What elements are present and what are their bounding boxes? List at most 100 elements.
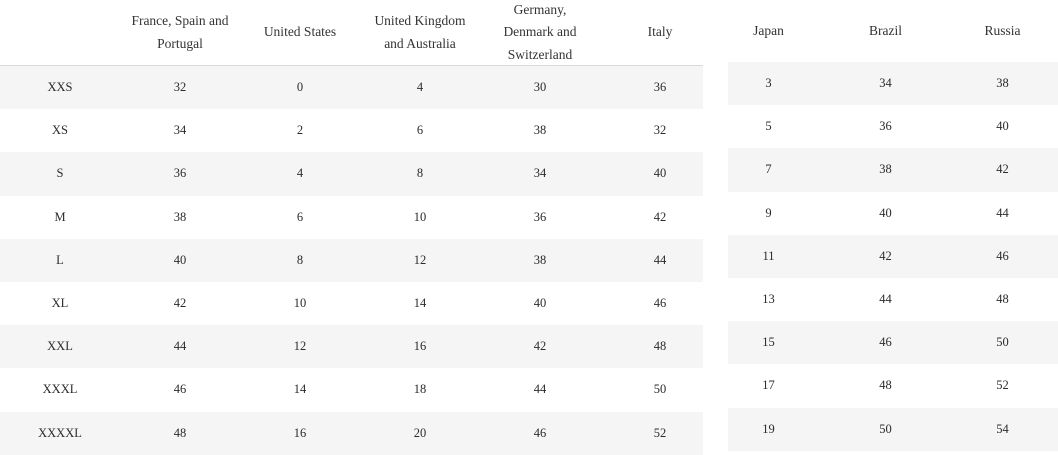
table-cell: 48: [173, 425, 187, 440]
table-cell: 52: [653, 425, 667, 440]
table-cell: 10: [413, 209, 427, 224]
table-cell: 34: [173, 123, 187, 138]
table-cell: 38: [533, 252, 547, 267]
table-row: 5 36 40: [710, 105, 1058, 148]
table-cell: 6: [416, 123, 424, 138]
table-cell: 52: [996, 378, 1009, 393]
table-cell: 44: [653, 252, 667, 267]
size-label-cell: XXXL: [42, 382, 78, 397]
table-cell: 36: [533, 209, 547, 224]
table-cell: 5: [765, 119, 772, 134]
table-row: L 40 8 12 38 44: [0, 238, 703, 282]
size-label-cell: M: [54, 209, 66, 224]
table-row: S 36 4 8 34 40: [0, 152, 703, 196]
table-cell: 38: [533, 123, 547, 138]
size-label-cell: XXXXL: [38, 425, 82, 440]
table-cell: 50: [653, 382, 667, 397]
table-cell: 34: [879, 76, 892, 91]
row-stripe-background: [728, 234, 1058, 278]
table-cell: 34: [533, 166, 547, 181]
table-cell: 50: [879, 421, 892, 436]
table-row: M 38 6 10 36 42: [0, 196, 703, 239]
table-cell: 42: [996, 162, 1009, 177]
table-cell: 8: [416, 166, 424, 181]
table-row: 9 40 44: [710, 192, 1058, 235]
table-cell: 15: [762, 335, 775, 350]
table-cell: 14: [413, 296, 427, 311]
table-cell: 13: [762, 292, 775, 307]
table-cell: 40: [996, 119, 1009, 134]
table-cell: 14: [293, 382, 307, 397]
column-header: Germany, Denmark and Switzerland: [503, 2, 577, 62]
size-label-cell: XXS: [47, 80, 73, 95]
table-cell: 10: [293, 296, 307, 311]
table-cell: 48: [653, 339, 667, 354]
size-label-cell: L: [56, 252, 64, 267]
size-table-right-section: Japan Brazil Russia 3 34 38 5 36 40 7 38 42 9 40 44 11…: [710, 0, 1058, 451]
table-cell: 0: [296, 80, 304, 95]
table-cell: 20: [413, 425, 427, 440]
table-cell: 19: [762, 421, 775, 436]
table-cell: 36: [879, 119, 892, 134]
table-cell: 42: [173, 296, 187, 311]
table-cell: 38: [173, 209, 187, 224]
table-cell: 4: [296, 166, 304, 181]
row-stripe-background: [728, 148, 1058, 192]
table-cell: 17: [762, 378, 775, 393]
table-row: XXXXL 48 16 20 46 52: [0, 411, 703, 455]
table-cell: 3: [765, 76, 772, 91]
table-row: 11 42 46: [710, 234, 1058, 278]
table-row: 13 44 48: [710, 278, 1058, 321]
table-cell: 42: [653, 209, 667, 224]
table-cell: 6: [296, 209, 304, 224]
table-row: XXS 32 0 4 30 36: [0, 66, 703, 110]
table-cell: 40: [879, 205, 892, 220]
table-row: XXL 44 12 16 42 48: [0, 325, 703, 369]
table-cell: 46: [173, 382, 187, 397]
table-cell: 48: [879, 378, 892, 393]
table-header-row: Japan Brazil Russia: [710, 0, 1058, 62]
table-row: XS 34 2 6 38 32: [0, 109, 703, 152]
column-header: Japan: [753, 22, 784, 38]
table-cell: 44: [996, 205, 1009, 220]
column-header: France, Spain and Portugal: [131, 13, 229, 51]
table-cell: 4: [416, 80, 424, 95]
table-row: XL 42 10 14 40 46: [0, 282, 703, 325]
row-stripe-background: [728, 62, 1058, 106]
table-cell: 36: [173, 166, 187, 181]
table-cell: 16: [413, 339, 427, 354]
table-cell: 48: [996, 292, 1009, 307]
table-cell: 30: [533, 80, 547, 95]
table-cell: 44: [879, 292, 892, 307]
table-row: 7 38 42: [710, 148, 1058, 192]
column-header: United States: [263, 24, 337, 40]
table-cell: 7: [765, 162, 772, 177]
table-cell: 8: [296, 252, 304, 267]
column-header: Russia: [984, 22, 1021, 38]
table-cell: 44: [173, 339, 187, 354]
row-stripe-background: [728, 407, 1058, 451]
table-cell: 11: [762, 248, 775, 263]
table-cell: 12: [293, 339, 307, 354]
table-cell: 46: [996, 248, 1009, 263]
table-row: 3 34 38: [710, 62, 1058, 106]
table-cell: 44: [533, 382, 547, 397]
table-cell: 50: [996, 335, 1009, 350]
table-cell: 12: [413, 252, 427, 267]
table-row: 15 46 50: [710, 321, 1058, 365]
table-cell: 9: [765, 205, 772, 220]
table-cell: 40: [533, 296, 547, 311]
table-row: 19 50 54: [710, 407, 1058, 451]
table-header-row: France, Spain and Portugal United States U…: [0, 0, 703, 66]
table-cell: 40: [173, 252, 187, 267]
column-header: United Kingdom and Australia: [374, 13, 466, 51]
row-stripe-background: [728, 321, 1058, 365]
column-header: Brazil: [869, 22, 902, 38]
table-cell: 54: [996, 421, 1009, 436]
table-row: XXXL 46 14 18 44 50: [0, 368, 703, 411]
table-cell: 42: [533, 339, 547, 354]
size-label-cell: XS: [52, 123, 68, 138]
table-cell: 18: [413, 382, 427, 397]
table-row: 17 48 52: [710, 364, 1058, 407]
table-cell: 16: [293, 425, 307, 440]
